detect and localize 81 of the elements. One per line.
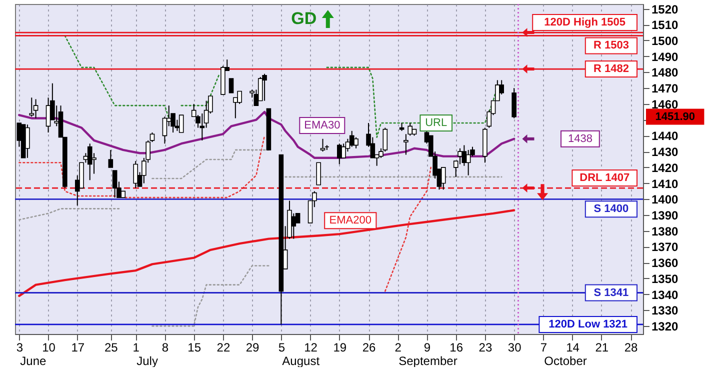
candlestick: [458, 148, 462, 165]
x-tick-label: 29: [246, 340, 260, 354]
y-tick-label: 1410: [652, 176, 679, 191]
y-tick-label: 1400: [652, 192, 679, 207]
text: October: [544, 354, 587, 368]
candlestick: [440, 166, 446, 190]
x-tick-label: 10: [42, 340, 56, 354]
candlestick: [178, 114, 184, 133]
candlestick: [291, 212, 296, 240]
y-tick-label: 1510: [652, 18, 679, 32]
text: June: [20, 354, 47, 368]
x-tick-label: 23: [478, 340, 492, 354]
x-tick-label: 17: [71, 340, 85, 354]
x-tick-label: 25: [104, 340, 118, 354]
y-tick-label: 1480: [652, 66, 679, 80]
candlestick: [87, 143, 92, 181]
series-label: URL: [425, 116, 448, 129]
series-label: EMA30: [304, 119, 340, 132]
candlestick: [466, 149, 471, 176]
x-tick-label: 21: [595, 340, 609, 354]
candlestick: [341, 143, 346, 158]
candlestick: [262, 73, 267, 102]
x-tick-label: 9: [424, 340, 431, 354]
y-tick-label: 1430: [652, 145, 679, 160]
y-tick-label: 1350: [652, 272, 679, 286]
ref-line-label: DRL 1407: [580, 172, 630, 184]
x-tick-label: 30: [508, 340, 522, 354]
candlestick: [512, 88, 516, 119]
annotation: 1438: [568, 132, 592, 145]
y-tick-label: 1470: [652, 82, 679, 96]
line-series: [384, 166, 432, 292]
ref-line-label: S 1400: [594, 203, 629, 216]
candlestick: [33, 98, 38, 119]
line-series: [152, 265, 270, 327]
y-tick-label: 1520: [652, 2, 679, 16]
y-tick-label: 1380: [652, 224, 679, 238]
x-tick-label: 8: [162, 340, 169, 354]
x-tick-label: 22: [216, 340, 230, 354]
candlestick: [354, 136, 358, 149]
x-tick-label: 28: [624, 340, 638, 354]
ref-line-label: 120D Low 1321: [548, 318, 628, 330]
x-tick-label: 7: [540, 340, 548, 354]
candlestick: [228, 78, 234, 94]
ref-line-label: R 1482: [593, 63, 629, 76]
x-tick-label: 26: [362, 340, 376, 354]
text: 1451.90: [655, 110, 695, 123]
y-tick-label: 1390: [652, 208, 679, 223]
x-tick-label: 1: [132, 340, 140, 354]
ref-line-label: R 1503: [593, 40, 629, 52]
y-tick-label: 1440: [652, 129, 679, 144]
series-label: EMA200: [329, 214, 372, 227]
x-tick-label: 19: [333, 340, 347, 354]
y-tick-label: 1360: [652, 256, 679, 270]
candlestick: [316, 162, 322, 186]
y-tick-label: 1490: [652, 50, 679, 64]
candlestick: [320, 138, 326, 152]
line-series: [18, 135, 266, 198]
candlestick: [133, 160, 138, 189]
ref-line-label: S 1341: [594, 286, 629, 299]
x-tick-label: 15: [188, 340, 202, 354]
y-tick-label: 1320: [652, 320, 679, 334]
x-tick-label: 2: [394, 340, 402, 354]
line-series: [18, 209, 516, 298]
ref-line-label: 120D High 1505: [544, 16, 626, 29]
candlestick: [25, 124, 30, 158]
y-tick-label: 1500: [652, 34, 679, 48]
y-tick-label: 1420: [652, 160, 679, 175]
x-tick-label: 5: [278, 340, 286, 354]
x-tick-label: 12: [304, 340, 318, 354]
candlestick: [29, 97, 34, 118]
y-tick-label: 1370: [652, 240, 679, 254]
candlestick: [112, 170, 118, 198]
y-tick-label: 1330: [652, 304, 679, 318]
x-tick-label: 14: [566, 340, 580, 354]
chart-title: GD: [291, 9, 317, 28]
x-tick-label: 3: [16, 340, 24, 354]
candlestick: [237, 90, 242, 104]
y-tick-label: 1460: [652, 97, 679, 112]
y-tick-label: 1340: [652, 288, 679, 302]
candlestick: [108, 149, 114, 168]
x-tick-label: 16: [450, 340, 464, 354]
